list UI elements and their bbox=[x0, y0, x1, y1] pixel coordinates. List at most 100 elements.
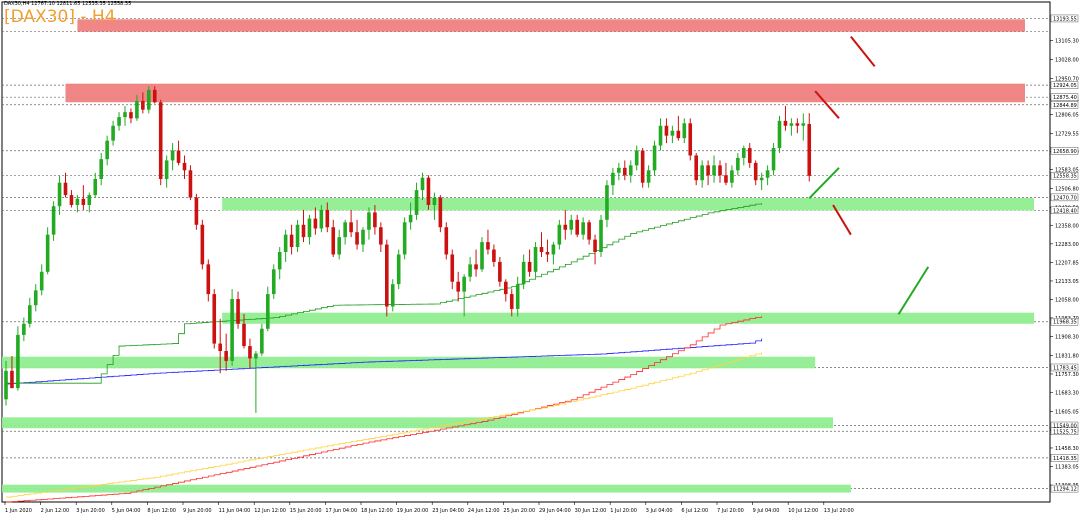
candle-body-48 bbox=[289, 234, 294, 248]
candle-body-81 bbox=[486, 242, 490, 250]
trend-arrow-1 bbox=[814, 90, 840, 119]
price-label-4: 12658.90 bbox=[1053, 149, 1077, 155]
x-tick-label-9: 17 Jun 04:00 bbox=[325, 508, 357, 514]
candle-body-134 bbox=[801, 123, 806, 126]
candle-body-38 bbox=[230, 299, 234, 361]
time-axis: 1 Jun 2020 2 Jun 12:00 3 Jun 20:00 5 Jun 04… bbox=[4, 502, 854, 514]
candle-body-120 bbox=[718, 165, 722, 176]
candle-body-99 bbox=[593, 239, 597, 252]
candle-body-88 bbox=[527, 261, 532, 272]
price-label-box-3 bbox=[1050, 101, 1079, 109]
candle-body-132 bbox=[789, 123, 794, 126]
resistance-zone-1 bbox=[65, 83, 1025, 103]
support-zone-2 bbox=[2, 356, 816, 369]
y-tick-label-4: 12806.05 bbox=[1055, 112, 1079, 118]
candle-body-51 bbox=[307, 218, 312, 238]
x-tick-label-18: 3 Jul 04:00 bbox=[646, 508, 673, 514]
y-tick-label-7: 12583.05 bbox=[1055, 168, 1079, 174]
x-tick-label-23: 13 Jul 20:00 bbox=[824, 508, 854, 514]
candle-body-3 bbox=[22, 323, 26, 335]
candle-body-87 bbox=[521, 261, 526, 285]
y-tick-label-18: 11757.30 bbox=[1055, 372, 1079, 378]
price-label-box-2 bbox=[1050, 93, 1079, 101]
candle-body-114 bbox=[682, 123, 687, 139]
candle-body-67 bbox=[402, 222, 407, 255]
support-zone-0 bbox=[222, 198, 1034, 211]
candle-body-72 bbox=[432, 197, 437, 205]
symbol-ohlc-line: DAX30,H4 12767.10 12811.65 12535.35 1255… bbox=[4, 1, 132, 7]
candle-body-77 bbox=[462, 276, 466, 292]
x-tick-label-6: 11 Jun 04:00 bbox=[219, 508, 251, 514]
candle-body-73 bbox=[438, 197, 443, 228]
candle-body-46 bbox=[277, 252, 282, 270]
candle-body-47 bbox=[283, 234, 288, 252]
candle-body-5 bbox=[33, 290, 38, 306]
support-zone-4 bbox=[2, 484, 851, 493]
candle-body-79 bbox=[474, 264, 478, 270]
price-label-5: 12558.35 bbox=[1053, 174, 1077, 180]
candle-body-28 bbox=[170, 150, 175, 161]
candle-body-30 bbox=[182, 162, 187, 171]
candle-body-74 bbox=[444, 227, 449, 255]
candle-body-55 bbox=[331, 227, 336, 255]
candle-body-115 bbox=[688, 123, 693, 156]
candle-body-102 bbox=[611, 172, 615, 186]
price-label-0: 13193.55 bbox=[1053, 16, 1077, 22]
moving-average-0 bbox=[6, 338, 763, 385]
price-label-11: 11525.75 bbox=[1053, 429, 1077, 435]
support-zone-1 bbox=[222, 312, 1034, 324]
candle-body-10 bbox=[63, 182, 68, 196]
candle-body-0 bbox=[4, 370, 8, 400]
candle-body-66 bbox=[396, 254, 401, 285]
candle-body-86 bbox=[515, 284, 520, 309]
y-tick-label-16: 11908.30 bbox=[1055, 335, 1079, 341]
candle-body-112 bbox=[670, 130, 675, 136]
candle-body-11 bbox=[69, 195, 74, 205]
candle-body-116 bbox=[694, 155, 698, 181]
candle-body-91 bbox=[545, 252, 550, 255]
candle-body-9 bbox=[57, 182, 62, 207]
candle-body-40 bbox=[242, 323, 246, 347]
x-tick-label-17: 1 Jul 20:00 bbox=[610, 508, 637, 514]
candle-body-121 bbox=[724, 175, 728, 183]
price-label-box-8 bbox=[1050, 318, 1079, 326]
candle-body-129 bbox=[771, 148, 776, 171]
candle-body-54 bbox=[325, 209, 330, 228]
x-tick-label-19: 6 Jul 12:00 bbox=[681, 508, 708, 514]
candle-body-27 bbox=[164, 160, 169, 179]
x-tick-label-15: 29 Jun 04:00 bbox=[539, 508, 571, 514]
trend-arrow-2 bbox=[808, 167, 840, 199]
candle-body-108 bbox=[646, 170, 651, 183]
candle-body-17 bbox=[105, 140, 109, 160]
candle-body-59 bbox=[355, 232, 359, 245]
candle-body-57 bbox=[343, 222, 347, 238]
x-tick-label-21: 9 Jul 04:00 bbox=[753, 508, 780, 514]
candle-body-117 bbox=[700, 165, 704, 181]
candle-body-68 bbox=[408, 214, 413, 223]
x-tick-label-1: 2 Jun 12:00 bbox=[41, 508, 70, 514]
candle-body-15 bbox=[93, 178, 98, 196]
price-label-8: 11968.35 bbox=[1053, 320, 1077, 326]
candle-body-58 bbox=[349, 222, 353, 233]
candle-body-133 bbox=[795, 123, 800, 126]
price-label-6: 12470.70 bbox=[1053, 195, 1077, 201]
candle-body-82 bbox=[492, 249, 496, 262]
candle-body-32 bbox=[194, 197, 199, 225]
candle-body-94 bbox=[563, 224, 568, 230]
y-tick-label-19: 11683.30 bbox=[1055, 390, 1079, 396]
price-label-box-4 bbox=[1050, 147, 1079, 155]
x-tick-label-11: 19 Jun 20:00 bbox=[397, 508, 429, 514]
candle-body-135 bbox=[807, 124, 812, 176]
candle-body-44 bbox=[266, 294, 270, 329]
candle-body-53 bbox=[319, 209, 324, 229]
candle-body-56 bbox=[337, 237, 341, 255]
candle-body-71 bbox=[426, 177, 431, 205]
price-label-box-6 bbox=[1050, 193, 1079, 202]
candle-body-84 bbox=[504, 281, 508, 295]
candle-body-113 bbox=[676, 130, 681, 139]
price-label-box-5 bbox=[1050, 171, 1079, 180]
price-label-1: 12924.05 bbox=[1053, 83, 1077, 89]
x-tick-label-0: 1 Jun 2020 bbox=[5, 508, 32, 514]
